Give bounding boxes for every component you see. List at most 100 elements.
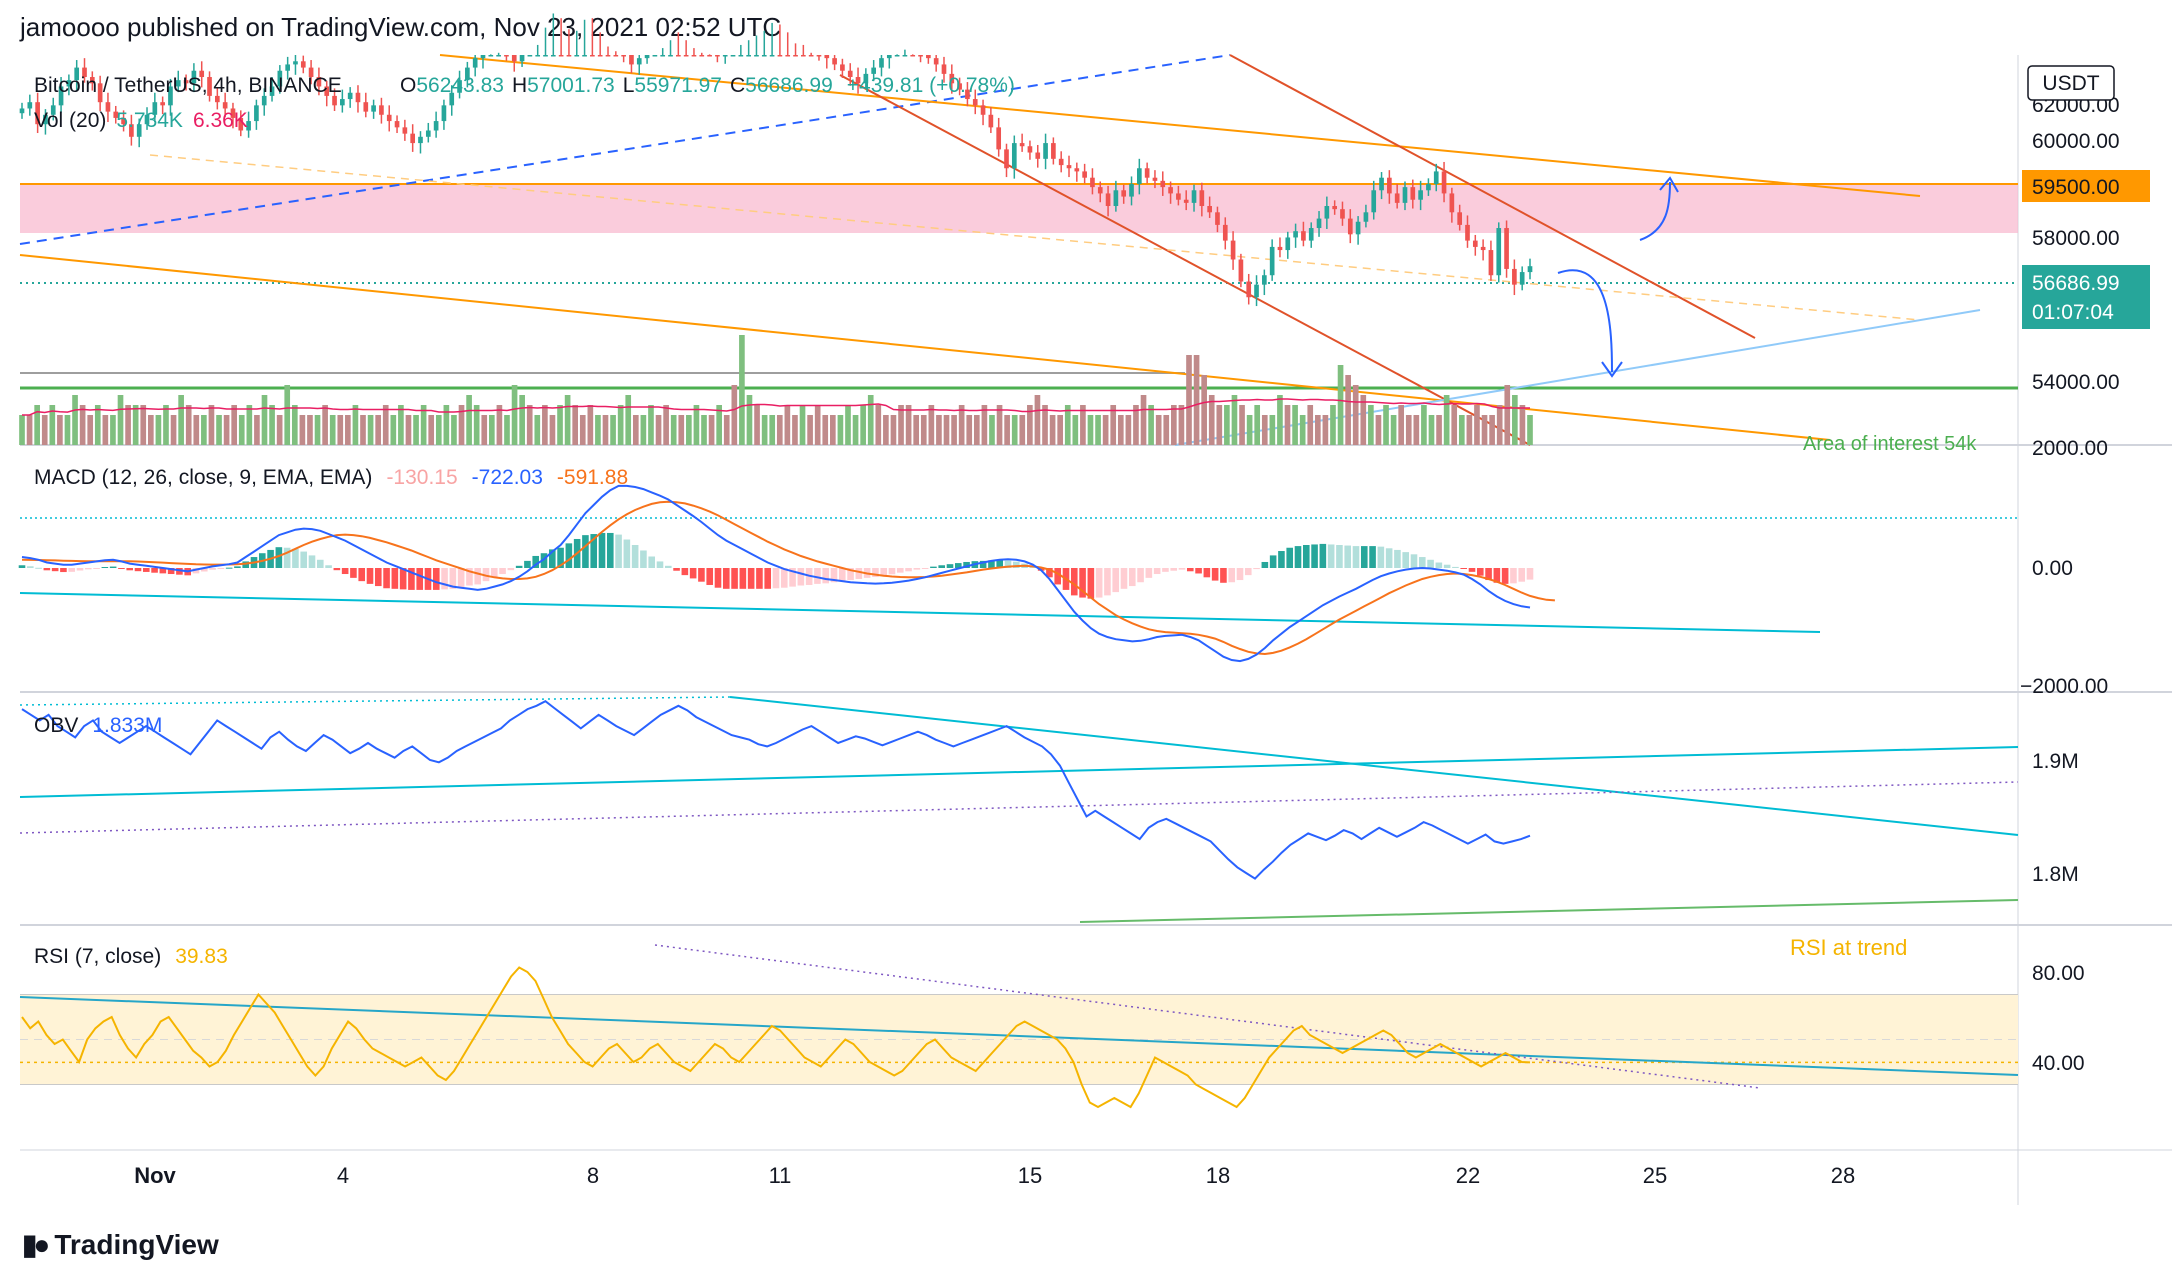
candle-body bbox=[1340, 209, 1345, 219]
candle-body bbox=[1144, 168, 1150, 178]
obv-axis[interactable]: 1.9M 1.8M bbox=[2032, 750, 2079, 886]
macd-hist-bar bbox=[565, 543, 573, 568]
volume-bar bbox=[951, 415, 957, 445]
volume-bar bbox=[1443, 395, 1450, 445]
volume-bar bbox=[284, 385, 291, 445]
macd-hist-bar bbox=[722, 568, 730, 589]
candle-body bbox=[121, 117, 126, 125]
candle-body bbox=[152, 102, 158, 115]
volume-bar bbox=[837, 415, 844, 445]
volume-bar bbox=[307, 415, 313, 445]
volume-bar bbox=[1299, 415, 1306, 445]
candle-body bbox=[1176, 193, 1181, 200]
volume-bar bbox=[617, 405, 624, 445]
obv-falling-trendline[interactable] bbox=[729, 696, 2019, 836]
macd-hist-bar bbox=[1377, 546, 1385, 568]
candle-body bbox=[558, 55, 564, 57]
volume-bar bbox=[1110, 405, 1117, 445]
macd-hist-bar bbox=[1120, 568, 1128, 589]
volume-bar bbox=[420, 405, 427, 445]
candle-body bbox=[879, 58, 884, 68]
macd-hist-bar bbox=[515, 565, 523, 568]
macd-hist-bar bbox=[1427, 559, 1434, 568]
volume-bar bbox=[792, 415, 798, 445]
volume-bar bbox=[375, 415, 381, 445]
tradingview-logo[interactable]: ▮● TradingView bbox=[22, 1228, 219, 1261]
price-axis[interactable]: 62000.00 60000.00 58000.00 54000.00 USDT… bbox=[2022, 65, 2150, 394]
macd-hist-bar bbox=[283, 547, 291, 568]
candle-body bbox=[613, 55, 619, 57]
rsi-trendline[interactable] bbox=[19, 996, 2019, 1076]
projection-arrow-down[interactable] bbox=[1557, 269, 1613, 373]
volume-bar bbox=[1466, 415, 1473, 445]
macd-hist-bar bbox=[540, 553, 548, 568]
volume-bar bbox=[405, 415, 412, 445]
candle-body bbox=[699, 55, 705, 57]
time-axis[interactable]: Nov 4 8 11 15 18 22 25 28 bbox=[134, 1163, 1855, 1188]
volume-bar bbox=[602, 415, 609, 445]
red-channel-lower[interactable] bbox=[839, 74, 1531, 446]
obv-dotted-top bbox=[19, 696, 731, 706]
obv-support-line[interactable] bbox=[1079, 899, 2019, 923]
rsi-pane[interactable] bbox=[19, 944, 2019, 1109]
orange-channel-top[interactable] bbox=[439, 54, 1921, 197]
macd-hist-bar bbox=[606, 532, 614, 568]
tradingview-logo-icon: ▮● bbox=[22, 1229, 50, 1260]
price-label-59500-bg bbox=[2022, 170, 2150, 202]
candle-body bbox=[1512, 268, 1517, 285]
candle-body bbox=[222, 102, 228, 109]
macd-hist-bar bbox=[118, 568, 125, 569]
macd-hist-bar bbox=[1402, 552, 1410, 568]
projection-arrow-up[interactable] bbox=[1639, 181, 1671, 241]
macd-pane[interactable] bbox=[18, 484, 2018, 663]
candle-body bbox=[1027, 146, 1033, 153]
price-pane[interactable] bbox=[19, 13, 2018, 446]
macd-hist-bar bbox=[1526, 568, 1534, 580]
volume-bar bbox=[989, 415, 995, 445]
volume-bar bbox=[1375, 415, 1382, 445]
volume-bar bbox=[1140, 395, 1147, 445]
macd-hist-bar bbox=[764, 568, 772, 589]
orange-channel-bottom[interactable] bbox=[19, 254, 1831, 441]
volume-bar bbox=[1527, 415, 1533, 445]
macd-hist-bar bbox=[93, 568, 100, 569]
macd-label: MACD (12, 26, close, 9, EMA, EMA) -130.15… bbox=[34, 466, 628, 489]
volume-bar bbox=[1496, 405, 1503, 445]
volume-bar bbox=[1368, 405, 1374, 445]
candle-body bbox=[894, 55, 900, 57]
obv-rising-trendline[interactable] bbox=[19, 746, 2019, 798]
macd-trendline[interactable] bbox=[19, 592, 1821, 633]
candle-body bbox=[1082, 171, 1087, 178]
candle-body bbox=[652, 55, 658, 57]
candle-body bbox=[527, 55, 533, 57]
currency-button[interactable] bbox=[2027, 65, 2115, 101]
volume-bar bbox=[1148, 405, 1154, 445]
macd-hist-bar bbox=[84, 568, 92, 570]
candle-body bbox=[824, 55, 830, 59]
resistance-zone[interactable] bbox=[20, 183, 2018, 233]
macd-hist-bar bbox=[896, 568, 904, 573]
volume-bar bbox=[398, 405, 404, 445]
volume-bar bbox=[1125, 415, 1132, 445]
rsi-axis[interactable]: 80.00 40.00 bbox=[2032, 962, 2085, 1075]
volume-bar bbox=[1216, 405, 1223, 445]
candle-body bbox=[379, 105, 384, 115]
candle-body bbox=[855, 77, 861, 84]
macd-line bbox=[21, 484, 1531, 663]
candle-body bbox=[1418, 190, 1423, 200]
macd-hist-bar bbox=[1510, 568, 1517, 584]
volume-bar bbox=[1042, 405, 1048, 445]
obv-pane[interactable] bbox=[19, 696, 2019, 923]
volume-bar bbox=[716, 405, 722, 445]
macd-hist-bar bbox=[1220, 568, 1227, 583]
macd-hist-bar bbox=[408, 568, 415, 590]
candle-body bbox=[644, 55, 650, 59]
countdown-label: 01:07:04 bbox=[2032, 301, 2114, 324]
macd-axis[interactable]: 2000.00 0.00 −2000.00 bbox=[2020, 437, 2108, 698]
volume-bar bbox=[1186, 355, 1192, 445]
macd-hist-bar bbox=[217, 568, 225, 569]
candle-body bbox=[50, 105, 56, 115]
volume-bar bbox=[746, 395, 753, 445]
blue-dashed-trendline[interactable] bbox=[19, 54, 1231, 245]
red-channel-upper[interactable] bbox=[1229, 54, 1756, 339]
